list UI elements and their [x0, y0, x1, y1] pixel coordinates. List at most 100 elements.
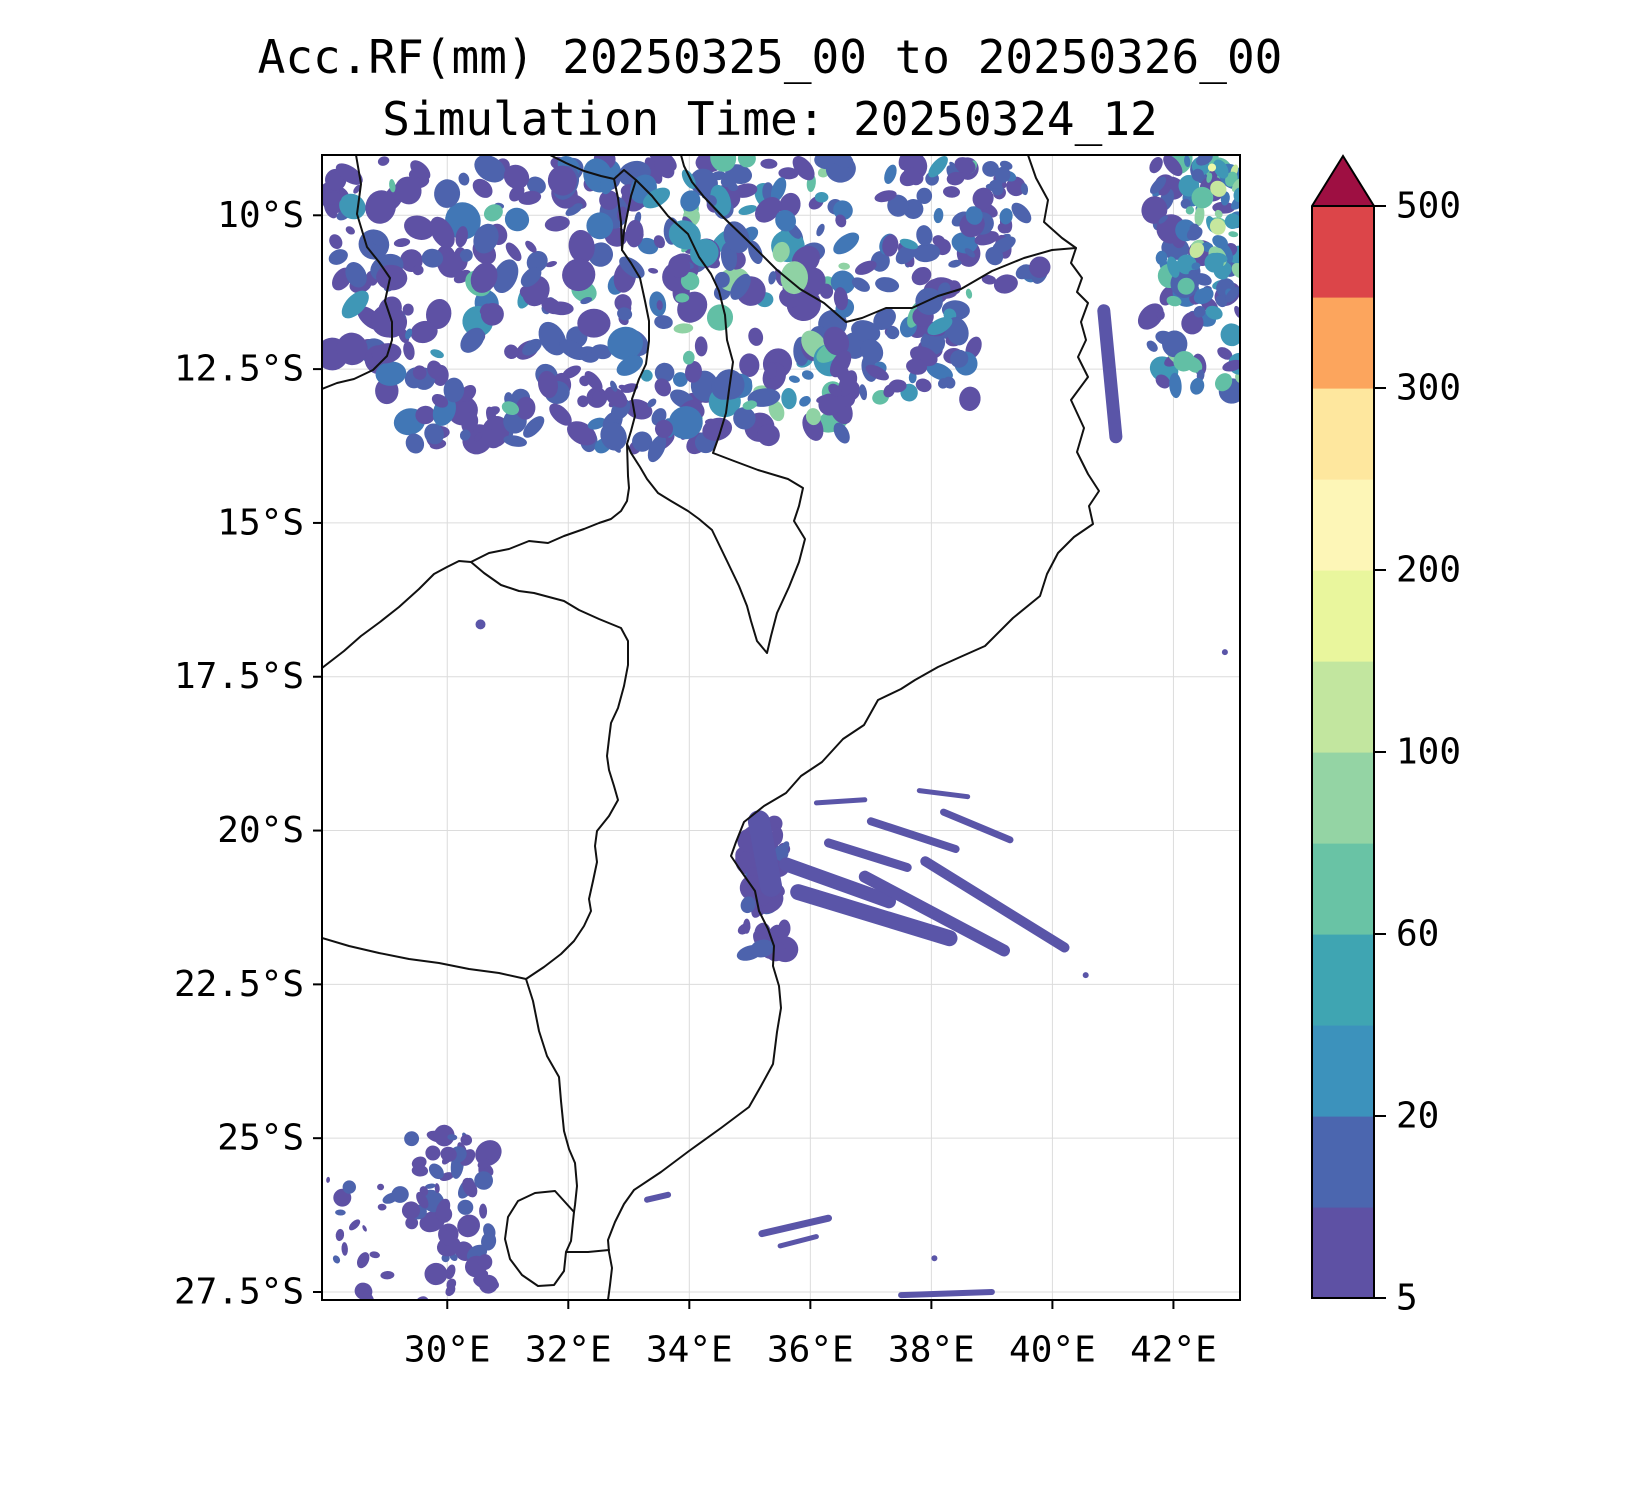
rain-cell — [908, 371, 917, 384]
rain-cell — [428, 1163, 444, 1180]
rain-cell — [933, 208, 944, 224]
rain-cell — [950, 349, 969, 368]
rain-cell — [999, 208, 1013, 225]
rain-cell — [1181, 311, 1204, 335]
rain-band — [824, 838, 912, 872]
rain-cell — [580, 297, 593, 305]
rain-cell — [1141, 196, 1168, 224]
rain-cell — [599, 190, 619, 210]
colorbar-tick-label: 60 — [1396, 914, 1439, 955]
rain-band — [866, 817, 960, 853]
rain-cell — [738, 205, 757, 215]
rain-cell — [916, 225, 933, 246]
rain-cell — [349, 1219, 361, 1231]
rain-cell — [742, 400, 757, 410]
rain-cell — [549, 403, 572, 426]
latitude-tick-label: 17.5°S — [174, 656, 304, 697]
rain-cell — [1191, 262, 1201, 270]
colorbar: 5 20 60 100 200 300 500 — [1311, 154, 1461, 1319]
rain-cell — [775, 210, 797, 232]
rain-cell — [910, 173, 924, 186]
rain-cell — [329, 234, 343, 249]
rain-cell — [830, 270, 856, 295]
rain-cell — [1222, 359, 1240, 372]
border-drc-zambia — [322, 155, 393, 390]
rain-cell — [481, 1232, 497, 1251]
rain-cell — [403, 341, 415, 361]
rain-cell — [457, 1199, 474, 1215]
rain-cell — [1228, 231, 1239, 238]
rain-cell — [474, 432, 483, 442]
rain-cell — [1155, 374, 1171, 389]
rain-cell — [372, 232, 385, 246]
rain-cell — [522, 338, 542, 356]
rain-cell — [654, 378, 672, 397]
rain-cell — [838, 370, 858, 397]
rain-cell — [927, 316, 953, 336]
rain-cell — [748, 240, 763, 265]
rain-cell — [1207, 163, 1217, 172]
rain-cell — [654, 362, 675, 383]
rain-cell — [772, 241, 790, 263]
plot-frame — [321, 154, 1241, 1301]
colorbar-segment — [1312, 1116, 1374, 1208]
rain-cell — [473, 1274, 500, 1291]
rain-cell — [538, 370, 558, 399]
rain-cell — [586, 212, 614, 240]
rain-cell — [505, 242, 522, 262]
colorbar-outline — [1311, 154, 1375, 1299]
rain-cell — [742, 918, 751, 934]
rain-cell — [946, 171, 965, 186]
rain-cell — [389, 179, 396, 193]
rain-cell — [788, 375, 800, 383]
border-zimbabwe-mozambique — [470, 561, 629, 980]
rain-cell — [404, 215, 435, 240]
rain-cell — [509, 184, 525, 202]
rain-cell — [424, 1183, 436, 1189]
rain-cell — [702, 417, 733, 441]
rain-band — [779, 857, 896, 909]
rain-cell — [357, 1252, 370, 1269]
rain-cell — [619, 256, 645, 279]
rain-cell — [410, 320, 438, 344]
rain-cell — [1156, 309, 1165, 320]
rain-cell — [1173, 350, 1195, 372]
rain-band — [644, 1191, 672, 1203]
rain-cell — [906, 358, 928, 375]
rain-cell — [380, 1270, 395, 1280]
rain-cell — [770, 827, 784, 846]
rain-cell — [737, 155, 756, 168]
rain-cell — [538, 321, 567, 356]
rain-cell — [541, 297, 562, 315]
rain-cell — [434, 1183, 440, 1194]
rain-cell — [765, 362, 777, 379]
colorbar-over-arrow — [1312, 156, 1374, 206]
colorbar-tick-label: 20 — [1396, 1096, 1439, 1137]
colorbar-segment — [1312, 206, 1374, 298]
rain-cell — [430, 349, 444, 359]
rain-cell — [675, 293, 690, 303]
rain-cell — [473, 424, 500, 449]
rain-cell — [1193, 305, 1206, 318]
border-eswatini — [504, 1190, 575, 1287]
rain-cell — [648, 267, 659, 274]
rain-cell — [326, 1176, 331, 1183]
colorbar-segment — [1312, 297, 1374, 389]
rain-cell — [828, 383, 842, 397]
rain-cell — [401, 1201, 421, 1220]
rain-cell — [1215, 373, 1233, 392]
rain-cell — [487, 406, 500, 416]
rain-cell — [760, 158, 778, 169]
rain-cell — [477, 1158, 491, 1169]
rain-cell — [951, 232, 978, 254]
rain-cell — [781, 388, 797, 410]
rain-cell — [365, 190, 396, 224]
rain-cell — [431, 393, 449, 408]
rain-cell — [965, 206, 983, 225]
rain-cell — [972, 187, 994, 210]
rain-cell — [680, 272, 700, 291]
rain-cell — [774, 845, 789, 861]
rain-cell — [1194, 205, 1205, 226]
rain-cell — [948, 259, 962, 268]
colorbar-segment — [1312, 661, 1374, 753]
